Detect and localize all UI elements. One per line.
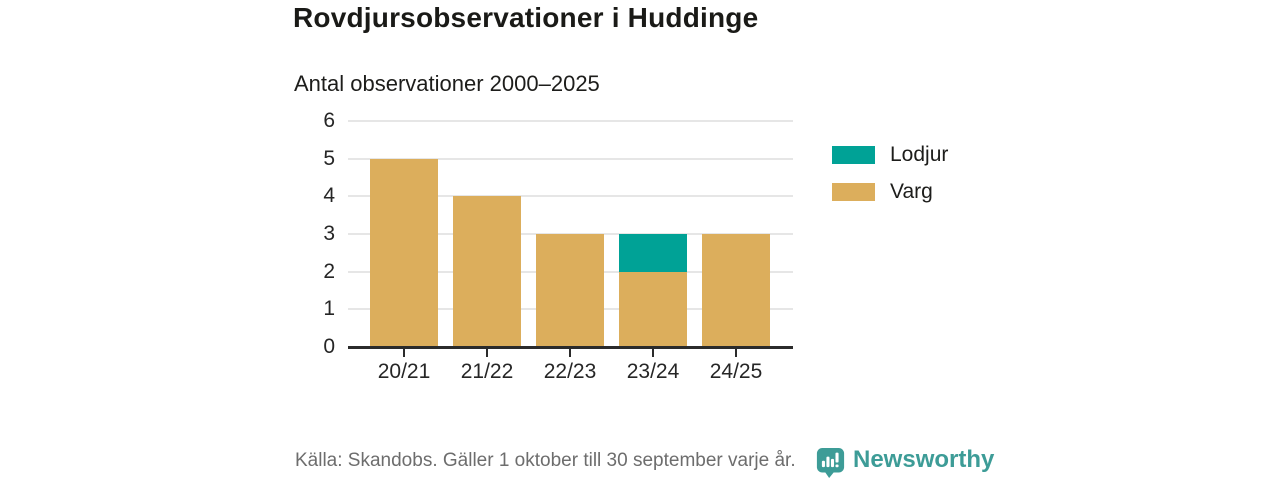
chart-subtitle: Antal observationer 2000–2025: [294, 71, 600, 96]
newsworthy-logo-icon: [816, 448, 845, 478]
gridline-y4: [348, 195, 793, 198]
x-axis-tick: [403, 348, 405, 357]
legend-item-lodjur: Lodjur: [832, 143, 948, 167]
source-note: Källa: Skandobs. Gäller 1 oktober till 3…: [295, 450, 796, 471]
y-axis-tick-label: 6: [323, 109, 335, 132]
x-axis-tick-label: 21/22: [460, 360, 514, 383]
y-axis-tick-label: 3: [323, 222, 335, 245]
x-axis-tick-label: 23/24: [626, 360, 680, 383]
y-axis-tick-label: 2: [323, 259, 335, 283]
bar-23-24: [619, 234, 687, 347]
x-axis-tick: [735, 348, 737, 357]
x-axis-tick: [569, 348, 571, 357]
legend-label: Varg: [890, 180, 933, 203]
x-axis-tick-label: 20/21: [377, 360, 431, 383]
y-axis-tick-label: 4: [323, 184, 335, 208]
y-axis-tick-label: 0: [323, 335, 335, 358]
bar-segment-varg: [619, 271, 687, 347]
brand-name: Newsworthy: [853, 446, 995, 473]
plot-area: 0 1 2 3 4 5 6 20/21 21/22 22/23 23/24 24/25: [323, 109, 793, 383]
bar-21-22: [453, 196, 521, 347]
bar-22-23: [536, 234, 604, 347]
bar-20-21: [370, 158, 438, 347]
bar-segment-varg: [536, 234, 604, 347]
gridline-y6: [348, 120, 793, 122]
x-axis-line: [348, 346, 793, 349]
x-axis-tick-label: 24/25: [709, 360, 763, 383]
legend-swatch: [832, 146, 875, 164]
y-axis-tick-label: 5: [323, 146, 335, 170]
page-title: Rovdjursobservationer i Huddinge: [293, 2, 759, 33]
legend-label: Lodjur: [890, 143, 949, 166]
legend-item-varg: Varg: [832, 180, 948, 204]
bar-segment-varg: [370, 158, 438, 347]
gridline-y5: [348, 157, 793, 160]
bar-segment-varg: [702, 234, 770, 347]
bar-segment-varg: [453, 196, 521, 347]
bar-24-25: [702, 234, 770, 347]
x-axis-tick: [652, 348, 654, 357]
brand-lockup: Newsworthy: [816, 445, 994, 479]
legend: Lodjur Varg: [832, 143, 948, 217]
bar-segment-lodjur: [619, 234, 687, 272]
x-axis-tick: [486, 348, 488, 357]
legend-swatch: [832, 183, 875, 201]
y-axis-tick-label: 1: [323, 297, 335, 321]
x-axis-tick-label: 22/23: [543, 360, 597, 383]
